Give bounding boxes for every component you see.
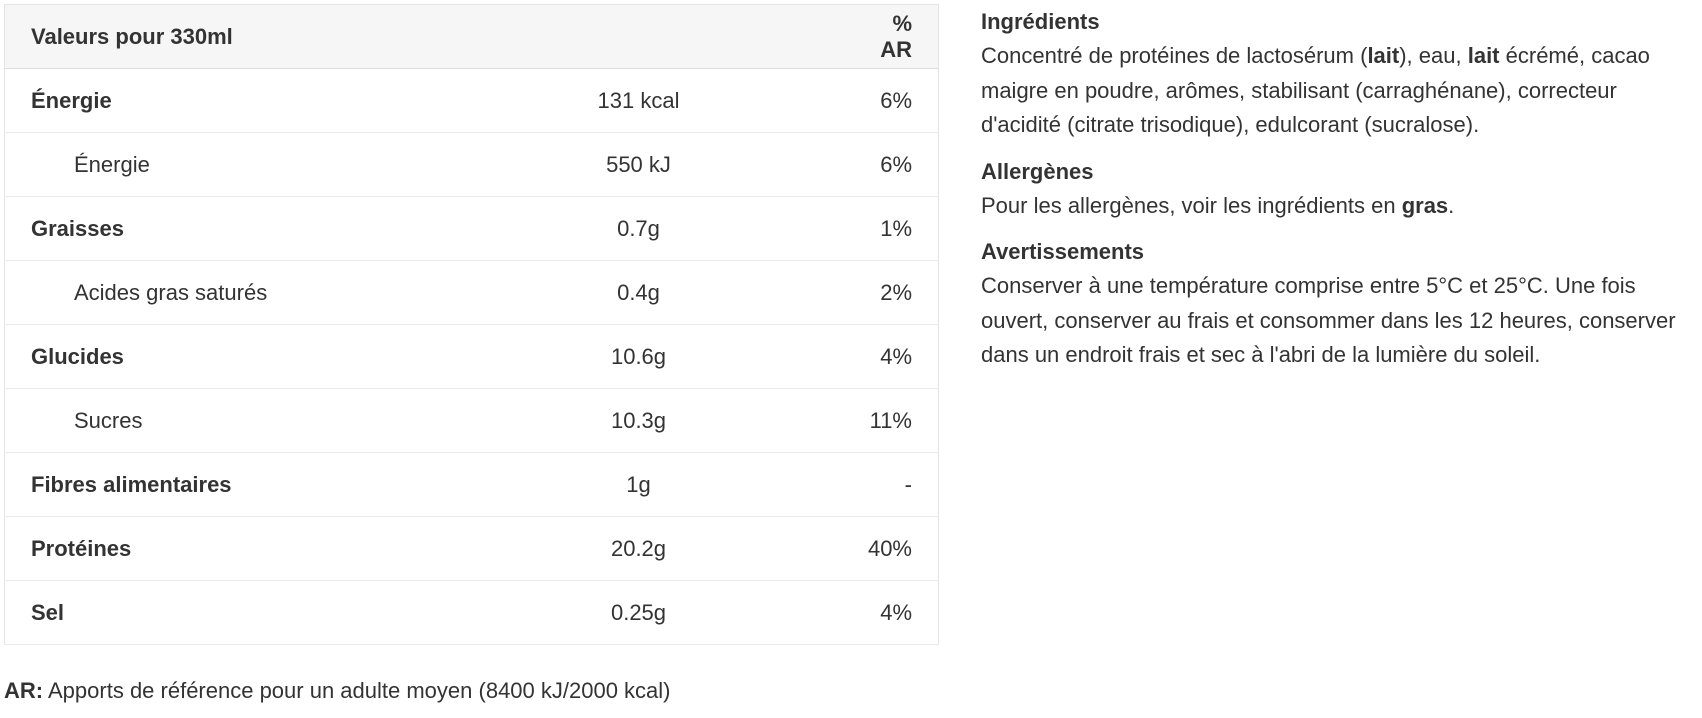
ingredients-text-part: Concentré de protéines de lactosérum ( — [981, 43, 1368, 68]
warnings-section: Avertissements Conserver à une températu… — [981, 235, 1696, 373]
row-value: 1g — [438, 452, 839, 517]
allergens-section: Allergènes Pour les allergènes, voir les… — [981, 155, 1696, 224]
row-label: Énergie — [4, 132, 439, 197]
allergens-text-part: Pour les allergènes, voir les ingrédient… — [981, 192, 1402, 218]
row-label: Fibres alimentaires — [4, 452, 439, 517]
allergen-highlight: lait — [1367, 43, 1400, 68]
ingredients-section: Ingrédients Concentré de protéines de la… — [981, 5, 1696, 143]
row-label: Protéines — [4, 516, 439, 581]
warnings-title: Avertissements — [981, 239, 1145, 264]
allergen-highlight: lait — [1467, 43, 1500, 68]
table-row: Énergie 550 kJ 6% — [4, 132, 939, 197]
row-ar: 40% — [838, 516, 939, 581]
row-ar: 2% — [838, 260, 939, 325]
row-value: 10.6g — [438, 324, 839, 389]
row-label: Énergie — [4, 68, 439, 133]
ingredients-text: Concentré de protéines de lactosérum (la… — [981, 39, 1696, 143]
row-ar: - — [838, 452, 939, 517]
nutrition-table: Valeurs pour 330ml % AR Énergie 131 kcal… — [4, 4, 939, 645]
footnote-prefix: AR: — [4, 678, 44, 703]
reference-intake-footnote: AR: Apports de référence pour un adulte … — [4, 678, 671, 704]
row-value: 131 kcal — [438, 68, 839, 133]
table-header-row: Valeurs pour 330ml % AR — [4, 4, 939, 69]
footnote-text: Apports de référence pour un adulte moye… — [43, 678, 671, 703]
row-ar: 4% — [838, 324, 939, 389]
nutrition-table-container: Valeurs pour 330ml % AR Énergie 131 kcal… — [4, 4, 939, 645]
row-label: Sel — [4, 580, 439, 645]
product-info: Ingrédients Concentré de protéines de la… — [981, 5, 1696, 385]
table-row: Sel 0.25g 4% — [4, 580, 939, 645]
row-value: 550 kJ — [438, 132, 839, 197]
header-ar: % AR — [838, 4, 939, 69]
row-value: 10.3g — [438, 388, 839, 453]
table-row: Glucides 10.6g 4% — [4, 324, 939, 389]
table-row: Énergie 131 kcal 6% — [4, 68, 939, 133]
row-label: Glucides — [4, 324, 439, 389]
allergens-text: Pour les allergènes, voir les ingrédient… — [981, 189, 1696, 224]
row-value: 20.2g — [438, 516, 839, 581]
warnings-text: Conserver à une température comprise ent… — [981, 273, 1676, 367]
row-value: 0.7g — [438, 196, 839, 261]
table-row: Fibres alimentaires 1g - — [4, 452, 939, 517]
table-row: Sucres 10.3g 11% — [4, 388, 939, 453]
allergens-title: Allergènes — [981, 158, 1094, 184]
row-value: 0.25g — [438, 580, 839, 645]
ingredients-text-part: écrémé, cacao maigre en poudre, arômes, … — [981, 43, 1650, 137]
row-ar: 1% — [838, 196, 939, 261]
allergens-text-part: . — [1448, 192, 1455, 218]
header-label: Valeurs pour 330ml — [4, 4, 439, 69]
table-row: Protéines 20.2g 40% — [4, 516, 939, 581]
row-label: Acides gras saturés — [4, 260, 439, 325]
ingredients-text-part: ), eau, — [1399, 43, 1468, 68]
allergens-bold-word: gras — [1401, 192, 1449, 218]
row-ar: 6% — [838, 132, 939, 197]
ingredients-title: Ingrédients — [981, 9, 1100, 34]
header-value — [438, 4, 839, 69]
table-row: Graisses 0.7g 1% — [4, 196, 939, 261]
table-row: Acides gras saturés 0.4g 2% — [4, 260, 939, 325]
row-value: 0.4g — [438, 260, 839, 325]
row-ar: 6% — [838, 68, 939, 133]
row-label: Sucres — [4, 388, 439, 453]
row-ar: 11% — [838, 388, 939, 453]
row-label: Graisses — [4, 196, 439, 261]
row-ar: 4% — [838, 580, 939, 645]
